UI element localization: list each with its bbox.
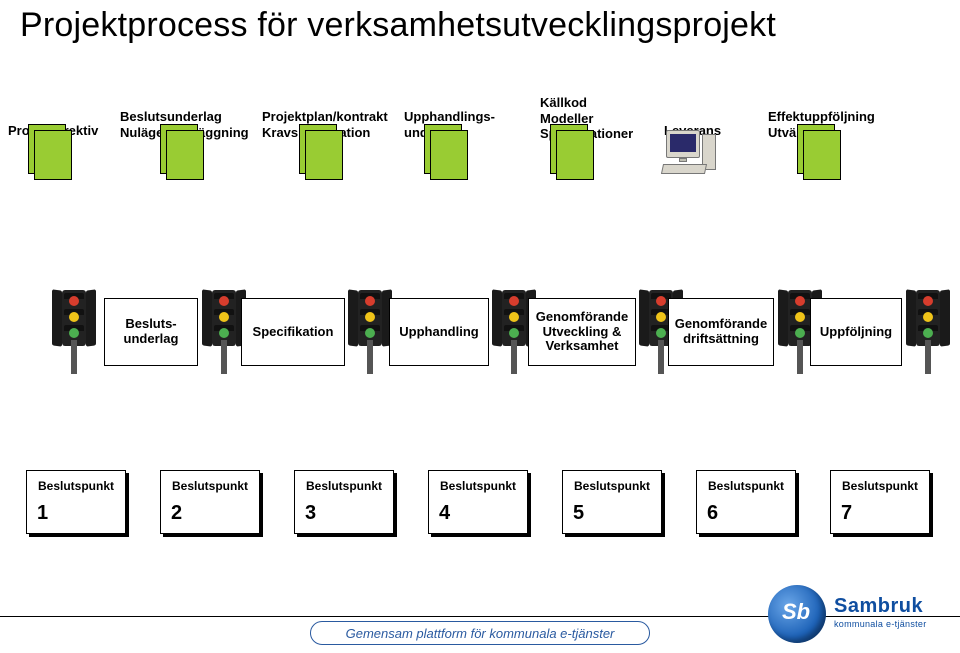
deliverable-tile-icon — [803, 130, 841, 180]
deliverable-tile-icon — [34, 130, 72, 180]
computer-icon — [662, 130, 717, 180]
traffic-light-icon — [52, 290, 96, 374]
decision-number: 3 — [305, 502, 316, 525]
decision-number: 5 — [573, 502, 584, 525]
decision-number: 6 — [707, 502, 718, 525]
logo-seal-icon — [768, 585, 826, 643]
decision-point: Beslutspunkt 2 — [160, 470, 260, 534]
decision-label: Beslutspunkt — [295, 479, 393, 493]
decision-label: Beslutspunkt — [563, 479, 661, 493]
phase-box: Specifikation — [241, 298, 345, 366]
phase-box: Genomförandedriftsättning — [668, 298, 774, 366]
slide: { "title": "Projektprocess för verksamhe… — [0, 0, 960, 653]
deliverable-tile-icon — [166, 130, 204, 180]
decision-number: 1 — [37, 502, 48, 525]
phase-box: GenomförandeUtveckling &Verksamhet — [528, 298, 636, 366]
page-title: Projektprocess för verksamhetsutveckling… — [20, 6, 776, 45]
decision-label: Beslutspunkt — [161, 479, 259, 493]
decision-label: Beslutspunkt — [697, 479, 795, 493]
phase-box: Besluts-underlag — [104, 298, 198, 366]
traffic-light-icon — [348, 290, 392, 374]
decision-point: Beslutspunkt 1 — [26, 470, 126, 534]
logo: Sambruk kommunala e-tjänster — [778, 585, 948, 643]
decision-number: 7 — [841, 502, 852, 525]
decision-label: Beslutspunkt — [27, 479, 125, 493]
decision-point: Beslutspunkt 3 — [294, 470, 394, 534]
decision-label: Beslutspunkt — [429, 479, 527, 493]
deliverable-tile-icon — [430, 130, 468, 180]
traffic-light-icon — [906, 290, 950, 374]
phase-box: Uppföljning — [810, 298, 902, 366]
decision-point: Beslutspunkt 5 — [562, 470, 662, 534]
decision-point: Beslutspunkt 7 — [830, 470, 930, 534]
deliverable-tile-icon — [305, 130, 343, 180]
decision-point: Beslutspunkt 4 — [428, 470, 528, 534]
footer-text: Gemensam plattform för kommunala e-tjäns… — [310, 621, 650, 645]
logo-tagline: kommunala e-tjänster — [834, 619, 927, 629]
decision-label: Beslutspunkt — [831, 479, 929, 493]
footer: Gemensam plattform för kommunala e-tjäns… — [0, 611, 960, 647]
traffic-light-icon — [202, 290, 246, 374]
logo-brand: Sambruk — [834, 595, 923, 618]
decision-point: Beslutspunkt 6 — [696, 470, 796, 534]
decision-number: 2 — [171, 502, 182, 525]
deliverable-tile-icon — [556, 130, 594, 180]
phase-box: Upphandling — [389, 298, 489, 366]
decision-number: 4 — [439, 502, 450, 525]
